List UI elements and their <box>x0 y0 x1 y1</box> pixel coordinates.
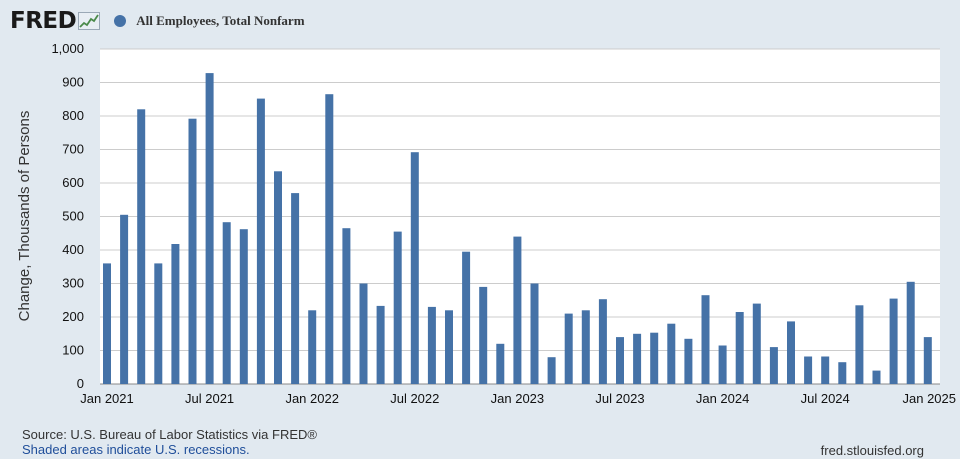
y-axis-title: Change, Thousands of Persons <box>16 111 33 322</box>
y-tick-label: 700 <box>62 142 84 157</box>
y-tick-label: 0 <box>77 376 84 391</box>
bar[interactable] <box>256 98 265 384</box>
bar[interactable] <box>752 303 761 384</box>
legend-series-label[interactable]: All Employees, Total Nonfarm <box>136 13 305 28</box>
fred-logo[interactable]: FRED <box>10 8 77 34</box>
bar[interactable] <box>650 332 659 384</box>
bar[interactable] <box>598 299 607 384</box>
bar[interactable] <box>376 305 385 384</box>
bar[interactable] <box>137 109 146 385</box>
bar[interactable] <box>445 310 453 384</box>
x-tick-label: Jul 2023 <box>595 391 644 406</box>
bar[interactable] <box>889 298 898 384</box>
bar[interactable] <box>513 236 522 384</box>
x-axis-tick-labels: Jan 2021 Jul 2021 Jan 2022 Jul 2022 Jan 2023… <box>80 391 956 406</box>
y-tick-label: 900 <box>62 75 84 90</box>
y-tick-label: 600 <box>62 175 84 190</box>
bar[interactable] <box>274 171 282 384</box>
bar[interactable] <box>427 306 436 384</box>
bar[interactable] <box>530 283 539 385</box>
bar[interactable] <box>821 356 830 385</box>
bar[interactable] <box>906 281 915 384</box>
bar[interactable] <box>564 313 573 384</box>
bar[interactable] <box>804 356 813 385</box>
x-tick-label: Jan 2021 <box>80 391 134 406</box>
x-tick-label: Jan 2022 <box>285 391 339 406</box>
bar[interactable] <box>701 295 710 384</box>
bar[interactable] <box>787 321 795 384</box>
fred-sparkline-icon <box>78 12 101 30</box>
y-tick-label: 500 <box>62 209 84 224</box>
bar[interactable] <box>393 231 402 384</box>
y-tick-label: 100 <box>62 343 84 358</box>
bar[interactable] <box>479 286 488 384</box>
chart-header: FRED All Employees, Total Nonfarm <box>10 6 305 36</box>
y-axis-tick-labels: 0 100 200 300 400 500 600 700 800 900 1,000 <box>51 41 84 391</box>
bar[interactable] <box>222 222 231 384</box>
recession-note[interactable]: Shaded areas indicate U.S. recessions. <box>22 442 250 457</box>
bar[interactable] <box>462 251 471 384</box>
bar[interactable] <box>359 283 368 385</box>
bar[interactable] <box>154 263 163 384</box>
y-tick-label: 800 <box>62 108 84 123</box>
y-tick-label: 1,000 <box>51 41 84 56</box>
bar[interactable] <box>205 73 214 384</box>
source-note: Source: U.S. Bureau of Labor Statistics … <box>22 427 317 442</box>
bar[interactable] <box>769 347 778 384</box>
bar[interactable] <box>171 244 180 384</box>
bar[interactable] <box>308 310 317 384</box>
bar[interactable] <box>325 94 334 384</box>
bar[interactable] <box>120 214 129 384</box>
bar[interactable] <box>547 357 556 384</box>
fred-url[interactable]: fred.stlouisfed.org <box>820 443 924 458</box>
x-tick-label: Jul 2024 <box>801 391 850 406</box>
bar-chart: 0 100 200 300 400 500 600 700 800 900 1,000 Jan 20… <box>16 41 956 406</box>
x-tick-label: Jan 2023 <box>491 391 545 406</box>
bar[interactable] <box>667 323 676 384</box>
bar[interactable] <box>838 362 847 384</box>
x-tick-label: Jan 2024 <box>696 391 750 406</box>
bar[interactable] <box>188 118 197 384</box>
bar[interactable] <box>239 229 248 384</box>
y-tick-label: 200 <box>62 309 84 324</box>
x-tick-label: Jul 2021 <box>185 391 234 406</box>
bar[interactable] <box>872 370 881 384</box>
x-tick-label: Jul 2022 <box>390 391 439 406</box>
bar[interactable] <box>633 333 642 385</box>
bar[interactable] <box>291 193 300 384</box>
x-tick-label: Jan 2025 <box>903 391 957 406</box>
bar[interactable] <box>103 263 111 384</box>
bar[interactable] <box>616 337 624 384</box>
bar[interactable] <box>410 152 419 384</box>
bars[interactable] <box>103 73 932 385</box>
bar[interactable] <box>684 338 693 384</box>
bar[interactable] <box>855 305 864 384</box>
y-tick-label: 300 <box>62 276 84 291</box>
y-tick-label: 400 <box>62 242 84 257</box>
bar[interactable] <box>718 345 727 385</box>
bar[interactable] <box>342 228 351 384</box>
bar[interactable] <box>581 310 590 384</box>
legend-dot-icon <box>114 15 127 27</box>
bar[interactable] <box>735 312 744 384</box>
bar[interactable] <box>496 343 505 384</box>
bar[interactable] <box>923 337 932 384</box>
